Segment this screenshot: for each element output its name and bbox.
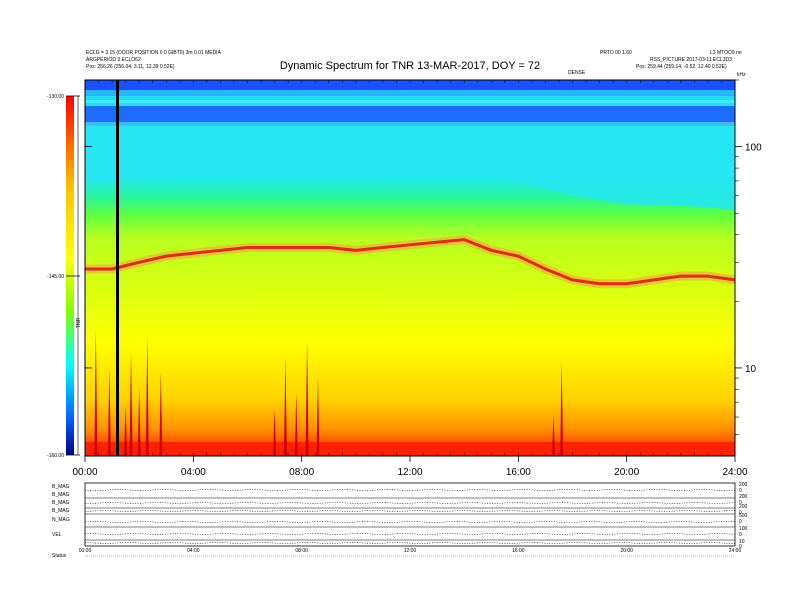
lower-x-tick-label-5: 20:00	[620, 548, 633, 554]
low-frequency-red-band	[85, 442, 735, 456]
lower-label-1: B_MAG	[52, 484, 70, 490]
header-right-line4: Pos: 259.44 (259.14, -0.52, 12.40 0.52E)	[636, 64, 727, 70]
lower-right-tick-6: 500	[739, 513, 748, 519]
x-tick-label-3: 12:00	[397, 467, 422, 478]
header-left-line1: ECLG = 3.15 (DOOR POSITION 0 0 GIBT0) 3m…	[86, 50, 222, 56]
lower-right-tick-0: 200	[739, 482, 748, 488]
burst-13	[560, 361, 564, 456]
lower-label-5: N_MAG	[52, 517, 70, 523]
lower-label-2: B_MAG	[52, 492, 70, 498]
lower-trace-5	[84, 542, 736, 544]
top-blue-band	[85, 80, 735, 90]
lower-panel: B_MAG B_MAG B_MAG B_MAG N_MAG VEL Status…	[52, 482, 748, 559]
lower-x-tick-label-2: 08:00	[295, 548, 308, 554]
plasma-line	[85, 238, 735, 286]
top-cyan-band	[85, 90, 735, 96]
y-tick-label-1: 10	[745, 364, 757, 375]
burst-7	[273, 409, 277, 456]
header-right-line2: L3 MTOO9.no	[710, 50, 742, 56]
lower-right-tick-3: 0	[739, 500, 742, 506]
colorbar-tick-bottom: -160.00	[47, 453, 64, 459]
x-tick-label-4: 16:00	[506, 467, 531, 478]
lower-trace-4	[84, 533, 736, 535]
colorbar	[66, 96, 74, 455]
lower-x-tick-label-0: 00:00	[79, 548, 92, 554]
lower-right-tick-4: 200	[739, 504, 748, 510]
lower-right-tick-10: 10	[739, 539, 745, 545]
burst-1	[107, 367, 111, 456]
header-right-line1: PRTO 00 1.60	[600, 50, 632, 56]
lower-panel-frame	[84, 482, 736, 547]
top-mid-label: DENSE	[568, 70, 586, 76]
lower-trace-2	[84, 510, 736, 512]
chart-title: Dynamic Spectrum for TNR 13-MAR-2017, DO…	[280, 60, 540, 72]
burst-12	[552, 414, 556, 456]
lower-right-tick-8: 100	[739, 526, 748, 532]
lower-trace-0	[84, 489, 736, 491]
burst-9	[294, 393, 298, 456]
colorbar-tick-mid: -145.00	[47, 274, 64, 280]
lower-label-status: Status	[52, 553, 67, 559]
upper-blue-band	[85, 106, 735, 122]
top-right-label: kHz	[737, 72, 746, 78]
x-tick-label-6: 24:00	[722, 467, 747, 478]
lower-x-tick-label-1: 04:00	[187, 548, 200, 554]
burst-3	[129, 351, 133, 456]
burst-4	[137, 388, 141, 456]
lower-x-tick-label-4: 16:00	[512, 548, 525, 554]
x-tick-label-5: 20:00	[614, 467, 639, 478]
spectrogram	[85, 80, 735, 456]
lower-right-tick-1: 0	[739, 488, 742, 494]
header-right-line3: RSS_PICTURE 2017-03-11 ECL3D3	[650, 57, 732, 63]
burst-10	[305, 340, 309, 456]
x-tick-label-0: 00:00	[72, 467, 97, 478]
colorbar-tick-top: -130.00	[47, 94, 64, 100]
top-light-band	[85, 100, 735, 103]
lower-x-tick-label-6: 24:00	[729, 548, 742, 554]
lower-right-tick-11: 0	[739, 544, 742, 550]
lower-label-6: VEL	[52, 532, 62, 538]
lower-right-tick-2: 200	[739, 494, 748, 500]
lower-x-tick-label-3: 12:00	[404, 548, 417, 554]
burst-5	[145, 335, 149, 456]
lower-right-tick-5: 0	[739, 510, 742, 516]
x-tick-label-1: 04:00	[181, 467, 206, 478]
burst-8	[283, 356, 287, 456]
upper-blue-fade	[85, 122, 735, 126]
lower-trace-3	[84, 520, 736, 524]
x-axis: 00:00 04:00 08:00 12:00 16:00 20:00 24:00	[72, 80, 748, 478]
lower-right-tick-7: 0	[739, 519, 742, 525]
header-left-line2: ARGPERIOD 3 ECLO62	[86, 57, 141, 63]
lower-trace-1	[84, 502, 736, 504]
lower-label-3: B_MAG	[52, 500, 70, 506]
y-axis: 100 10	[85, 79, 762, 435]
y-tick-label-0: 100	[745, 143, 762, 154]
x-tick-label-2: 08:00	[289, 467, 314, 478]
burst-0	[94, 330, 98, 456]
header-left-line3: Pos: 256.26 (256.04, 3.11, 12.39 0.52E)	[86, 64, 175, 70]
burst-6	[159, 372, 163, 456]
burst-11	[316, 377, 320, 456]
lower-right-tick-9: 0	[739, 532, 742, 538]
colorbar-label: TNR	[76, 317, 82, 328]
lower-label-4: B_MAG	[52, 508, 70, 514]
burst-2	[124, 404, 128, 456]
